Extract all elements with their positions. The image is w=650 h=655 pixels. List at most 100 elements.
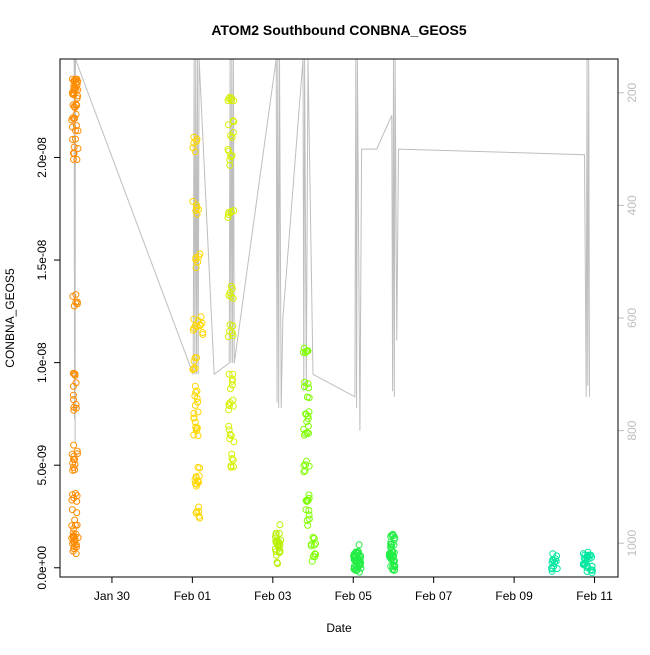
x-tick-label: Jan 30 [94,589,130,603]
data-point [69,136,77,143]
data-point [552,555,559,563]
x-tick-label: Feb 07 [415,589,453,603]
data-point [228,377,236,385]
data-point [304,521,312,529]
data-point [304,422,312,430]
data-point [305,511,313,519]
data-point [310,534,318,542]
x-tick-label: Feb 09 [495,589,533,603]
data-point [192,264,200,272]
data-point [356,555,364,563]
data-point [305,515,313,523]
data-point [71,461,79,468]
pressure-series [73,58,590,442]
data-point [70,452,78,460]
data-point [388,540,396,548]
data-point [72,541,80,549]
data-point [305,507,313,514]
x-axis-label: Date [326,621,352,635]
data-point [73,447,81,455]
y-tick-label: 0.0e+00 [35,546,49,590]
data-point [357,564,365,572]
data-point [310,541,318,549]
data-point [304,412,312,420]
data-point [308,557,316,565]
data-point [225,147,233,155]
data-point [275,544,283,552]
data-point [69,369,77,377]
data-point [391,562,399,570]
data-point [224,121,232,129]
data-point [71,114,79,122]
data-point [68,89,76,96]
y2-tick-label: 600 [625,308,639,328]
data-point [312,550,320,558]
data-point [189,197,197,205]
data-point [190,410,198,417]
data-point [70,543,78,550]
data-point [190,431,198,439]
data-point [228,152,236,160]
data-point [305,408,313,416]
data-point [190,315,198,323]
data-point [588,566,596,574]
data-point [193,137,200,145]
data-point [271,545,279,553]
data-point [69,382,77,390]
data-point [191,401,199,409]
data-point [276,549,283,557]
data-point [192,388,200,396]
data-point [195,503,203,511]
data-point [301,378,309,386]
data-point [229,294,237,302]
data-point [70,155,77,163]
data-point [353,566,361,574]
data-point [273,538,281,546]
data-point [389,566,397,574]
data-point [73,300,81,308]
data-point [299,348,307,356]
data-point [229,370,237,378]
data-point [191,148,199,156]
data-point [352,557,359,565]
data-point [226,156,234,164]
data-point [301,467,309,475]
data-point [548,567,556,575]
data-point [196,514,204,522]
data-point [272,529,280,537]
data-point [225,426,233,434]
x-tick-label: Feb 11 [576,589,613,603]
data-point [198,319,206,327]
data-point [70,441,78,449]
x-tick-label: Feb 01 [174,589,212,603]
data-point [228,329,236,337]
data-point [230,438,238,446]
data-point [302,457,310,465]
data-point [196,321,204,329]
data-point [192,509,200,517]
data-point [388,552,396,560]
data-point [72,110,80,118]
data-point [228,134,236,141]
data-point [229,322,237,330]
data-point [226,289,234,296]
data-point [68,450,76,458]
data-point [194,432,202,440]
axes: Jan 30 Feb 01 Feb 03 Feb 05 Feb 07 Feb 09 Feb … [35,82,639,603]
data-point [69,547,77,555]
data-point [193,204,201,212]
data-point [276,521,284,529]
data-point [194,463,202,471]
data-point [228,455,236,463]
data-point [70,396,77,404]
data-point [227,293,235,301]
pressure-line [73,58,590,442]
data-point [69,391,77,399]
data-point [191,418,199,426]
data-point [225,208,233,216]
data-point [228,450,236,458]
data-point [72,298,80,306]
data-point [196,250,204,258]
data-point [199,329,207,336]
